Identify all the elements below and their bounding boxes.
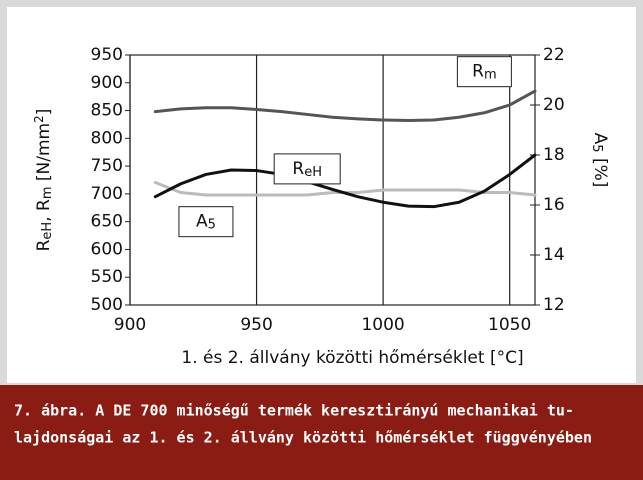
y2-tick-label: 18 [543,145,565,165]
y-tick-label: 650 [91,212,123,232]
y-tick-label: 750 [91,156,123,176]
annotation: ReH [292,159,322,180]
text-part: m [484,67,497,82]
series-line [153,153,537,209]
x-tick-label: 1050 [488,315,531,335]
text-part: R [472,62,484,82]
y-axis-title: ReH, Rm [N/mm2] [32,109,54,252]
text-part: 2 [32,115,46,123]
text-part: m [40,187,55,200]
x-tick-label: 1000 [361,315,404,335]
y-tick-label: 800 [91,128,123,148]
y2-tick-label: 22 [543,45,565,65]
annotation-box [273,153,341,185]
series-line [153,89,537,123]
x-tick-label: 950 [240,315,272,335]
text-part: , R [34,199,54,222]
text-part: eH [40,222,55,240]
x-axis-title: 1. és 2. állvány közötti hőmérséklet [°C… [181,348,523,368]
annotation: Rm [472,62,496,83]
text-part: A [196,212,208,232]
caption-line: 7. ábra. A DE 700 minőségű termék keresz… [14,402,574,420]
y-tick-label: 550 [91,267,123,287]
text-part: [N/mm [34,123,54,187]
y-tick-label: 500 [91,295,123,315]
annotation: A5 [196,212,216,233]
y2-tick-label: 12 [543,295,565,315]
y2-axis-title: A5 [%] [589,133,610,188]
text-part: 5 [589,144,604,152]
annotation-box [178,206,234,238]
text-part: R [292,159,304,179]
text-part: 5 [208,217,216,232]
text-part: [%] [590,153,610,188]
y-tick-label: 700 [91,184,123,204]
caption-line: lajdonságai az 1. és 2. állvány közötti … [14,429,592,447]
caption-band [0,385,643,480]
text-part: A [590,133,610,145]
annotation-box [456,56,512,88]
y2-tick-label: 16 [543,195,565,215]
y-tick-label: 600 [91,239,123,259]
y-tick-label: 950 [91,45,123,65]
x-tick-label: 900 [114,315,146,335]
text-part: R [34,239,54,251]
text-part: ] [34,109,54,116]
y-tick-label: 850 [91,101,123,121]
y2-tick-label: 14 [543,245,565,265]
text-part: eH [304,165,322,180]
y2-tick-label: 20 [543,95,565,115]
y-tick-label: 900 [91,73,123,93]
